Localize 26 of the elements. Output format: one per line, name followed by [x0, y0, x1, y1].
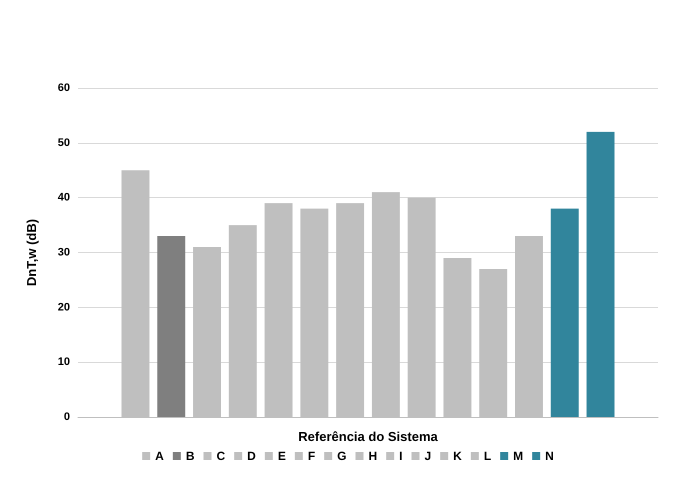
y-tick-label: 0: [64, 411, 70, 423]
bar: [157, 236, 186, 417]
legend-label: M: [513, 449, 524, 463]
legend-label: D: [247, 449, 256, 463]
legend-label: N: [545, 449, 554, 463]
bar: [586, 132, 614, 417]
y-tick-label: 60: [58, 82, 70, 94]
legend-label: I: [399, 449, 403, 463]
legend-label: K: [453, 449, 462, 463]
legend-label: H: [368, 449, 378, 463]
legend-label: F: [308, 449, 316, 463]
y-axis-title: DnT,w (dB): [24, 218, 39, 286]
legend-label: J: [424, 449, 432, 463]
legend-label: E: [278, 449, 286, 463]
bar: [550, 208, 579, 417]
legend-label: L: [484, 449, 492, 463]
legend-label: G: [337, 449, 347, 463]
legend-label: B: [186, 449, 195, 463]
x-axis-title: Referência do Sistema: [298, 428, 438, 444]
y-tick-label: 20: [58, 301, 70, 314]
y-tick-label: 30: [58, 246, 70, 258]
y-tick-label: 10: [58, 356, 70, 368]
legend-label: A: [155, 449, 164, 463]
legend-label: C: [216, 449, 226, 463]
y-tick-label: 50: [58, 136, 70, 149]
y-tick-label: 40: [58, 192, 70, 204]
